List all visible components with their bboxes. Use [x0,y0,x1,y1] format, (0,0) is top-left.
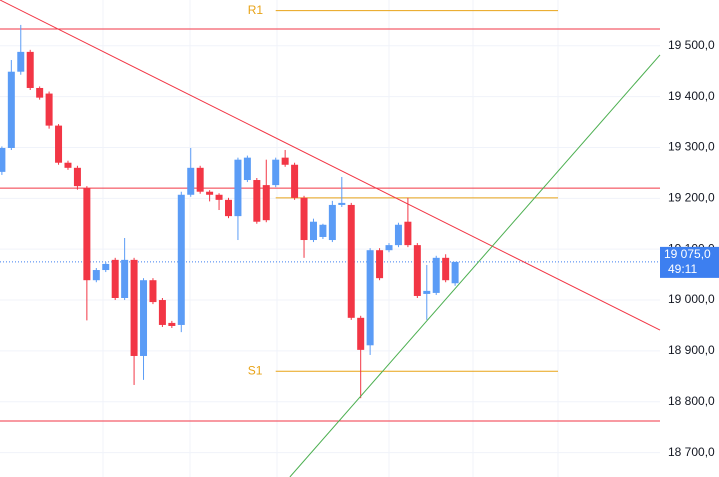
candle-body [281,157,289,165]
candle-body [432,257,440,293]
trendline [0,0,661,331]
candle-body [83,188,91,281]
candle-body [206,191,214,195]
candle-body [300,197,308,241]
time-grid [102,0,559,477]
y-tick-label: 18 700,0 [668,445,715,459]
candle-body [158,300,166,325]
candle-body [36,87,44,98]
candle-body [64,162,72,168]
y-tick-label: 19 200,0 [668,190,715,204]
candle-body [215,194,223,200]
candle-body [26,51,34,88]
candle-body [423,290,431,294]
candle-body [168,322,176,326]
candle-body [121,259,129,298]
candle-body [262,185,270,221]
candle-body [45,93,53,126]
candle-body [347,204,355,318]
candle-body [357,317,365,350]
y-tick-label: 19 000,0 [668,292,715,306]
y-tick-label: 18 800,0 [668,394,715,408]
candle-body [0,147,6,172]
candle-body [291,164,299,198]
candle-body [385,245,393,251]
candle-body [17,51,25,72]
y-tick-label: 19 500,0 [668,38,715,52]
candle-body [196,167,204,192]
level-label: S1 [248,363,263,377]
level-label: R1 [248,3,264,17]
y-tick-label: 19 400,0 [668,89,715,103]
candle-body [102,263,110,271]
candle-body [224,199,232,217]
candle-body [234,159,242,217]
candle-body [404,221,412,246]
candle-body [130,259,138,356]
price-box-label: 19 075,0 [664,247,711,261]
candle-body [55,125,63,163]
candle-body [328,204,336,241]
candle-body [177,194,185,325]
candle-body [309,221,317,241]
price-box-countdown: 49:11 [668,262,697,276]
candle-body [272,159,280,186]
candle-body [111,259,119,298]
candle-body [140,280,148,356]
candle-body [92,270,100,281]
candle-body [451,261,459,284]
candle-body [243,157,251,181]
candle-body [366,250,374,346]
y-tick-label: 18 900,0 [668,343,715,357]
y-tick-label: 19 300,0 [668,140,715,154]
candle-body [73,167,81,187]
price-box [660,246,719,278]
candle-body [376,250,384,279]
candle-body [7,71,15,148]
candle-body [442,257,450,281]
candle-body [149,280,157,303]
candle-body [394,224,402,246]
candle-body [253,180,261,222]
candle-body [338,202,346,205]
candle-body [187,167,195,195]
candle-body [319,224,327,237]
trendline [289,54,661,477]
candle-body [413,245,421,296]
